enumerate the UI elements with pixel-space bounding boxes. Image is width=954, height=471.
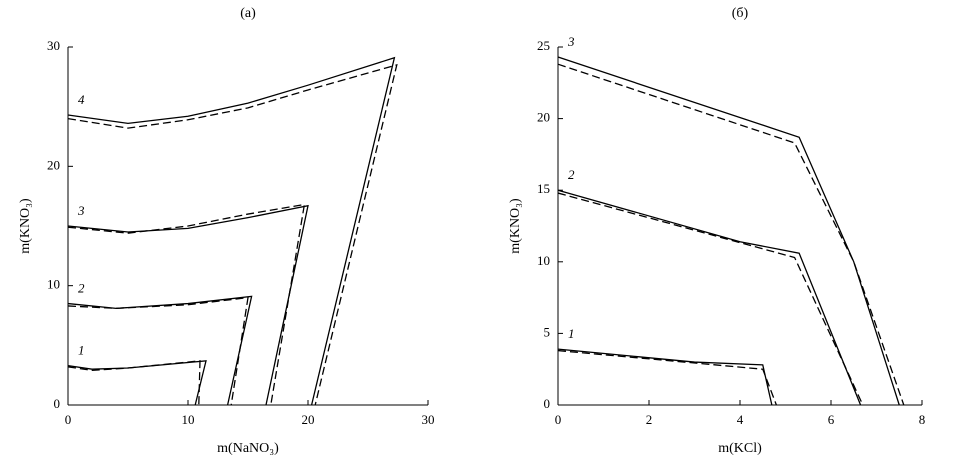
curve-label: 4 [78,92,85,107]
x-tick-label: 0 [555,412,562,427]
x-tick-label: 8 [919,412,926,427]
curve-label: 3 [77,203,85,218]
chart-title: (б) [732,6,749,21]
y-tick-label: 25 [537,38,550,53]
dashed-line [557,192,864,406]
dashed-line [557,349,778,406]
curve-label: 2 [568,167,575,182]
curve-label: 3 [567,34,575,49]
y-tick-label: 0 [54,396,61,411]
solid-line [67,56,396,406]
solid-line [67,295,253,406]
x-tick-label: 2 [646,412,653,427]
y-tick-label: 10 [47,277,60,292]
dashed-line [67,296,249,406]
dashed-line [557,63,905,406]
x-tick-label: 10 [182,412,195,427]
y-tick-label: 20 [537,110,550,125]
curve-label: 1 [78,343,85,358]
curve-label: 1 [568,326,575,341]
dashed-line [67,360,201,406]
x-tick-label: 20 [302,412,315,427]
y-tick-label: 10 [537,253,550,268]
y-tick-label: 15 [537,181,550,196]
solid-line [557,189,862,406]
solid-line [67,204,309,406]
solid-line [67,360,207,406]
x-tick-label: 0 [65,412,72,427]
x-axis-label: m(KCl) [718,441,762,456]
y-axis-label: m(KNO₃) [508,198,523,254]
solid-line [557,348,773,406]
x-tick-label: 30 [422,412,435,427]
dashed-line [67,63,398,406]
curve-label: 2 [78,281,85,296]
y-axis-label: m(KNO₃) [18,198,33,254]
x-tick-label: 6 [828,412,835,427]
x-axis-label: m(NaNO₃) [217,441,279,456]
y-tick-label: 30 [47,38,60,53]
x-tick-label: 4 [737,412,744,427]
y-tick-label: 0 [544,396,551,411]
chart-title: (a) [240,6,256,21]
solid-line [557,56,900,406]
dashed-line [67,203,306,406]
y-tick-label: 20 [47,157,60,172]
y-tick-label: 5 [544,324,551,339]
